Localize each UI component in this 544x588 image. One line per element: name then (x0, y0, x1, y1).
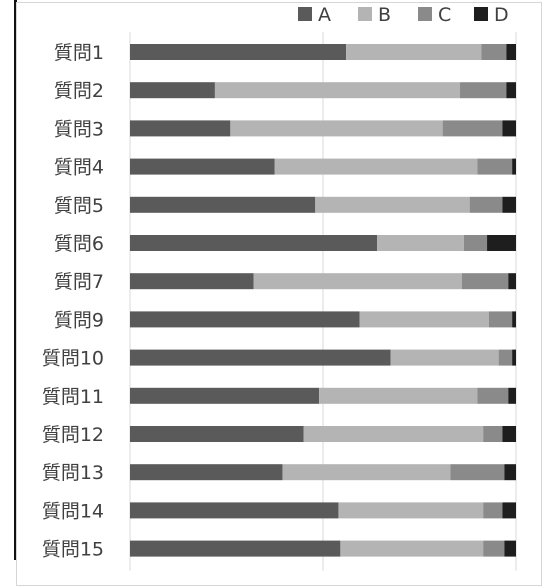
bar-D-6 (508, 273, 516, 290)
bar-D-4 (502, 196, 516, 213)
bar-D-8 (512, 349, 516, 366)
category-label: 質問3 (54, 118, 104, 140)
bar-A-0 (130, 44, 347, 60)
bar-B-8 (390, 349, 499, 366)
bar-C-11 (450, 464, 505, 481)
bar-B-1 (214, 82, 461, 99)
bar-D-12 (502, 502, 516, 519)
bar-A-2 (130, 120, 231, 137)
legend-swatch-A (298, 7, 312, 21)
bar-A-3 (130, 158, 275, 175)
bar-A-6 (130, 273, 254, 290)
bar-C-12 (483, 502, 503, 519)
category-label: 質問4 (54, 157, 104, 179)
category-label: 質問5 (54, 195, 104, 217)
legend-label-D: D (494, 4, 509, 26)
bar-D-5 (487, 235, 516, 251)
bar-A-11 (130, 464, 283, 481)
category-label: 質問14 (42, 500, 104, 522)
category-label: 質問10 (42, 348, 104, 370)
legend-label-B: B (378, 4, 391, 26)
category-label: 質問2 (54, 80, 104, 102)
bar-A-8 (130, 349, 391, 366)
bar-A-5 (130, 235, 378, 251)
bar-C-8 (498, 349, 513, 366)
bar-C-7 (488, 311, 513, 328)
bar-C-2 (442, 120, 503, 137)
bar-B-11 (282, 464, 451, 481)
legend-label-A: A (318, 4, 331, 26)
bar-C-13 (483, 540, 505, 557)
legend-swatch-B (358, 7, 372, 21)
category-label: 質問1 (54, 42, 104, 64)
bar-D-9 (508, 387, 516, 404)
bar-D-11 (504, 464, 516, 481)
bar-D-2 (502, 120, 516, 137)
bar-D-7 (512, 311, 516, 328)
bar-B-3 (274, 158, 478, 175)
legend-label-C: C (438, 4, 451, 26)
bar-A-4 (130, 196, 316, 213)
bar-B-9 (319, 387, 478, 404)
bar-D-10 (502, 426, 516, 442)
category-label: 質問12 (42, 424, 104, 446)
category-label: 質問9 (54, 309, 104, 331)
bar-B-12 (338, 502, 484, 519)
bar-B-6 (253, 273, 462, 290)
bar-D-3 (512, 158, 516, 175)
category-label: 質問15 (42, 539, 104, 561)
chart-area (16, 2, 542, 586)
category-label: 質問7 (54, 271, 104, 293)
bar-C-4 (469, 196, 503, 213)
bar-D-1 (506, 82, 516, 99)
bar-C-5 (463, 235, 488, 251)
bar-C-1 (460, 82, 507, 99)
bar-C-10 (483, 426, 503, 442)
bar-A-7 (130, 311, 360, 328)
bar-B-2 (230, 120, 443, 137)
bar-B-0 (346, 44, 482, 60)
legend-swatch-C (418, 7, 432, 21)
bar-D-13 (504, 540, 516, 557)
bar-B-5 (377, 235, 464, 251)
bar-A-9 (130, 387, 320, 404)
bar-C-6 (461, 273, 509, 290)
bar-B-7 (359, 311, 489, 328)
left-panel-edge (0, 0, 17, 560)
bar-D-0 (506, 44, 516, 60)
bar-B-4 (315, 196, 470, 213)
bar-B-13 (340, 540, 484, 557)
bar-A-12 (130, 502, 339, 519)
legend-swatch-D (474, 7, 488, 21)
bar-A-10 (130, 426, 304, 442)
bar-C-9 (477, 387, 509, 404)
category-label: 質問6 (54, 233, 104, 255)
bar-C-3 (477, 158, 513, 175)
bar-B-10 (303, 426, 484, 442)
bar-A-13 (130, 540, 341, 557)
category-label: 質問11 (42, 386, 104, 408)
category-label: 質問13 (42, 462, 104, 484)
bar-C-0 (481, 44, 507, 60)
bar-A-1 (130, 82, 215, 99)
